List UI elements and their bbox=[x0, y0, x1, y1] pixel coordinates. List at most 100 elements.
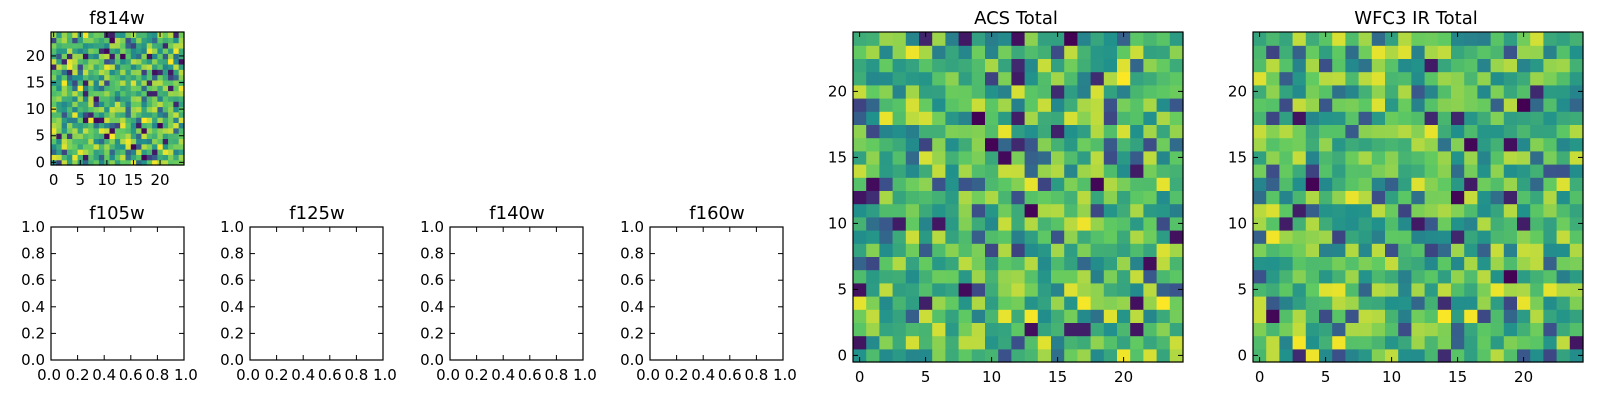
heatmap-cell bbox=[1156, 84, 1171, 99]
heatmap-cell bbox=[77, 69, 84, 76]
heatmap-cell bbox=[98, 159, 105, 166]
heatmap-cell bbox=[1530, 84, 1544, 99]
chart-title: f814w bbox=[89, 8, 144, 29]
heatmap-cell bbox=[905, 335, 920, 350]
heatmap-cell bbox=[1437, 243, 1452, 257]
heatmap-cell bbox=[104, 85, 111, 92]
x-tick-label: 1.0 bbox=[573, 366, 597, 384]
heatmap-cell bbox=[1503, 335, 1518, 350]
heatmap-cell bbox=[1279, 45, 1294, 59]
heatmap-cell bbox=[72, 63, 79, 70]
heatmap-cell bbox=[109, 95, 116, 102]
heatmap-cell bbox=[866, 256, 880, 271]
heatmap-cell bbox=[1024, 256, 1039, 271]
heatmap-cell bbox=[1517, 282, 1531, 297]
heatmap-cell bbox=[1292, 203, 1307, 218]
heatmap-cell bbox=[77, 90, 84, 97]
heatmap-cell bbox=[1451, 282, 1465, 297]
heatmap-cell bbox=[1117, 98, 1131, 112]
heatmap-cell bbox=[1530, 32, 1544, 46]
heatmap-cell bbox=[109, 74, 116, 81]
heatmap-cell bbox=[1490, 282, 1505, 297]
heatmap-cell bbox=[88, 106, 95, 113]
heatmap-cell bbox=[136, 127, 143, 134]
heatmap-cell bbox=[998, 137, 1012, 152]
x-tick-label: 0.0 bbox=[236, 366, 260, 384]
heatmap-cell bbox=[1358, 45, 1373, 59]
heatmap-cell bbox=[1130, 335, 1144, 350]
heatmap-cell bbox=[919, 282, 933, 297]
y-tick-label: 0.6 bbox=[220, 271, 244, 289]
heatmap-cell bbox=[98, 69, 105, 76]
heatmap-cell bbox=[1011, 269, 1026, 284]
heatmap-cell bbox=[98, 133, 105, 139]
heatmap-cell bbox=[168, 95, 174, 102]
heatmap-cell bbox=[1077, 230, 1092, 244]
heatmap-cell bbox=[178, 58, 185, 65]
heatmap-cell bbox=[141, 74, 148, 81]
heatmap-cell bbox=[1103, 230, 1118, 244]
heatmap-cell bbox=[1117, 190, 1131, 205]
heatmap-cell bbox=[173, 111, 180, 118]
heatmap-cell bbox=[173, 79, 180, 86]
heatmap-cell bbox=[919, 256, 933, 271]
heatmap-cell bbox=[1371, 309, 1386, 323]
heatmap-cell bbox=[866, 124, 880, 139]
heatmap-cell bbox=[114, 154, 121, 161]
heatmap-cell bbox=[866, 71, 880, 86]
heatmap-cell bbox=[1266, 243, 1280, 257]
heatmap-cell bbox=[1292, 190, 1307, 205]
heatmap-cell bbox=[61, 159, 68, 166]
heatmap-cell bbox=[141, 53, 148, 60]
heatmap-cell bbox=[1117, 32, 1131, 46]
heatmap-cell bbox=[56, 138, 63, 145]
heatmap-cell bbox=[1253, 98, 1267, 112]
heatmap-cell bbox=[1477, 58, 1492, 73]
x-tick-label: 1.0 bbox=[773, 366, 797, 384]
heatmap-cell bbox=[1477, 84, 1492, 99]
heatmap-cell bbox=[1345, 296, 1360, 310]
heatmap-cell bbox=[958, 71, 973, 86]
heatmap-cell bbox=[958, 348, 973, 363]
heatmap-cell bbox=[932, 111, 946, 125]
heatmap-cell bbox=[945, 203, 960, 218]
heatmap-cell bbox=[1345, 269, 1360, 284]
heatmap-cell bbox=[1345, 124, 1360, 139]
heatmap-cell bbox=[1037, 98, 1052, 112]
y-tick-label: 1.0 bbox=[420, 218, 444, 236]
heatmap-cell bbox=[120, 159, 127, 166]
heatmap-cell bbox=[1411, 111, 1426, 125]
heatmap-cell bbox=[1305, 164, 1320, 178]
heatmap-cell bbox=[1424, 111, 1439, 125]
heatmap-cell bbox=[1319, 243, 1333, 257]
heatmap-cell bbox=[136, 159, 143, 166]
heatmap-cell bbox=[1266, 177, 1280, 191]
heatmap-cell bbox=[51, 138, 57, 145]
heatmap-cell bbox=[1051, 309, 1065, 323]
heatmap-cell bbox=[1292, 230, 1307, 244]
heatmap-cell bbox=[985, 230, 999, 244]
heatmap-cell bbox=[905, 177, 920, 191]
heatmap-cell bbox=[1292, 269, 1307, 284]
heatmap-cell bbox=[1398, 98, 1412, 112]
heatmap-cell bbox=[1411, 269, 1426, 284]
heatmap-cell bbox=[157, 74, 164, 81]
heatmap-cell bbox=[892, 256, 907, 271]
heatmap-cell bbox=[1292, 322, 1307, 337]
heatmap-cell bbox=[157, 85, 164, 92]
heatmap-cell bbox=[958, 137, 973, 152]
heatmap-cell bbox=[971, 84, 986, 99]
heatmap-cell bbox=[958, 32, 973, 46]
heatmap-cell bbox=[853, 296, 867, 310]
heatmap-cell bbox=[971, 243, 986, 257]
heatmap-cell bbox=[168, 138, 174, 145]
heatmap-cell bbox=[919, 98, 933, 112]
heatmap-cell bbox=[152, 154, 158, 161]
heatmap-cell bbox=[157, 122, 164, 129]
heatmap-cell bbox=[141, 63, 148, 70]
heatmap-cell bbox=[1385, 348, 1399, 363]
heatmap-cell bbox=[1451, 335, 1465, 350]
heatmap-cell bbox=[1358, 32, 1373, 46]
heatmap-cell bbox=[1103, 322, 1118, 337]
